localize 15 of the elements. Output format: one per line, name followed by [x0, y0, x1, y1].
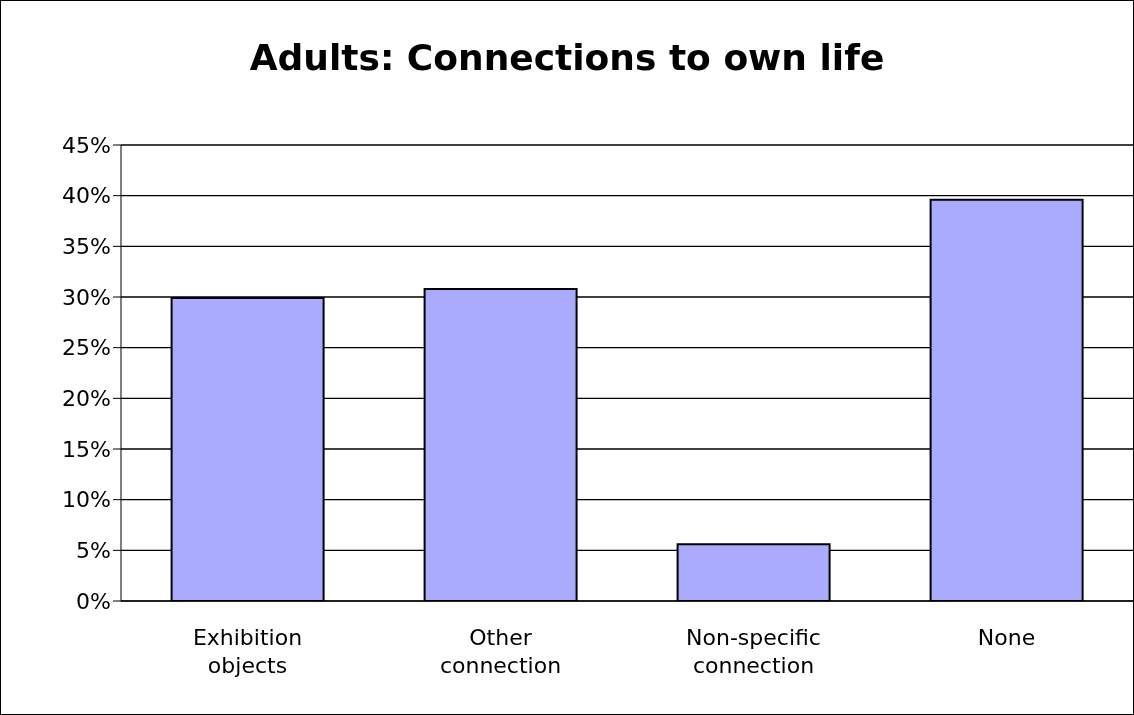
- y-tick-label: 10%: [62, 487, 111, 513]
- y-tick-label: 15%: [62, 436, 111, 462]
- x-tick-label: Other connection: [439, 625, 562, 678]
- x-tick-label: Non-specific connection: [686, 625, 821, 678]
- y-tick-label: 40%: [62, 183, 111, 209]
- chart-title: Adults: Connections to own life: [248, 37, 886, 78]
- y-tick-label: 35%: [62, 234, 111, 260]
- y-tick-label: 30%: [62, 284, 111, 310]
- x-tick-label: Exhibition objects: [192, 625, 303, 678]
- y-tick-label: 0%: [76, 588, 111, 614]
- y-tick-label: 45%: [62, 132, 111, 158]
- y-tick-label: 5%: [76, 538, 111, 564]
- y-tick-label: 20%: [62, 386, 111, 412]
- x-tick-label: None: [977, 625, 1036, 650]
- y-tick-label: 25%: [62, 335, 111, 361]
